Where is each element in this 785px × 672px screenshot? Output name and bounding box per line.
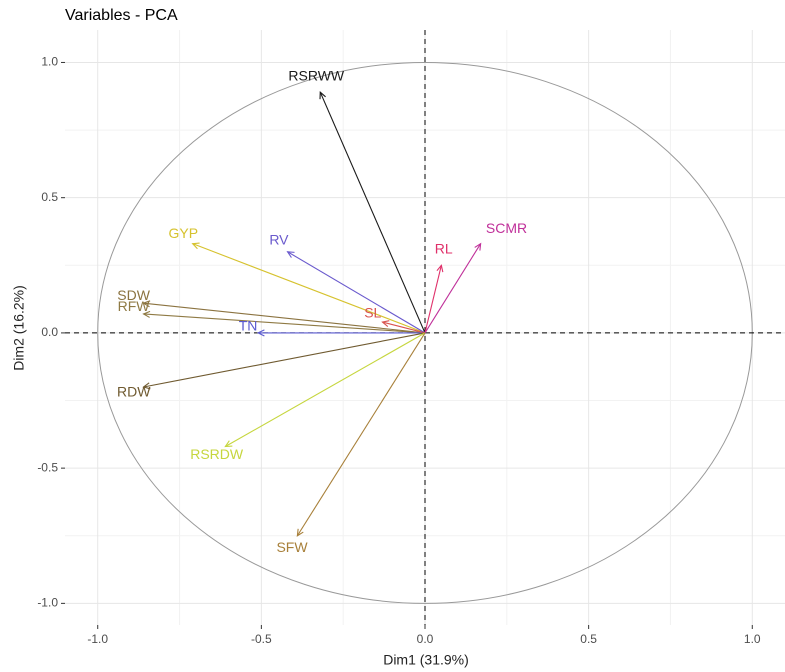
chart-title: Variables - PCA	[65, 7, 178, 24]
y-tick-label: -0.5	[37, 460, 58, 474]
variable-label: RSRWW	[288, 68, 345, 84]
variable-label: RV	[269, 231, 289, 247]
x-tick-label: 0.5	[580, 632, 597, 646]
arrow-head	[319, 91, 326, 100]
x-tick-label: 0.0	[417, 632, 434, 646]
y-axis-label: Dim2 (16.2%)	[11, 285, 27, 371]
arrow	[192, 243, 426, 334]
variable-label: RFW	[118, 298, 151, 314]
arrow-head	[296, 528, 304, 537]
arrow	[424, 265, 442, 334]
variable-label: TN	[239, 318, 258, 334]
variable-label: RL	[435, 240, 453, 256]
arrow	[296, 332, 426, 537]
arrow	[225, 332, 426, 447]
x-tick-label: -1.0	[87, 632, 108, 646]
arrow	[424, 243, 482, 334]
arrow-head	[381, 320, 390, 328]
arrow	[143, 302, 426, 334]
arrow-head	[224, 440, 233, 448]
arrow-head	[474, 242, 482, 251]
x-tick-label: 1.0	[744, 632, 761, 646]
arrow-head	[142, 310, 151, 318]
arrow-head	[286, 251, 295, 258]
y-tick-label: 0.5	[41, 190, 58, 204]
arrow-head	[142, 300, 151, 308]
y-tick-label: -1.0	[37, 596, 58, 610]
arrow	[382, 321, 426, 334]
arrow	[319, 91, 426, 334]
variable-label: RDW	[117, 384, 151, 400]
arrow-head	[256, 329, 265, 337]
variable-label: SDW	[117, 287, 150, 303]
y-tick-label: 0.0	[41, 325, 58, 339]
variable-label: SFW	[276, 539, 308, 555]
arrow	[143, 313, 426, 334]
variable-label: SL	[364, 304, 381, 320]
arrow-head	[436, 264, 444, 273]
x-axis-label: Dim1 (31.9%)	[383, 652, 469, 668]
variable-label: SCMR	[486, 220, 527, 236]
variable-label: GYP	[169, 225, 199, 241]
arrow-head	[142, 382, 151, 390]
y-tick-label: 1.0	[41, 55, 58, 69]
variable-label: RSRDW	[190, 446, 244, 462]
arrow	[143, 332, 426, 388]
x-tick-label: -0.5	[251, 632, 272, 646]
arrow-head	[191, 242, 200, 250]
arrow	[287, 251, 426, 334]
